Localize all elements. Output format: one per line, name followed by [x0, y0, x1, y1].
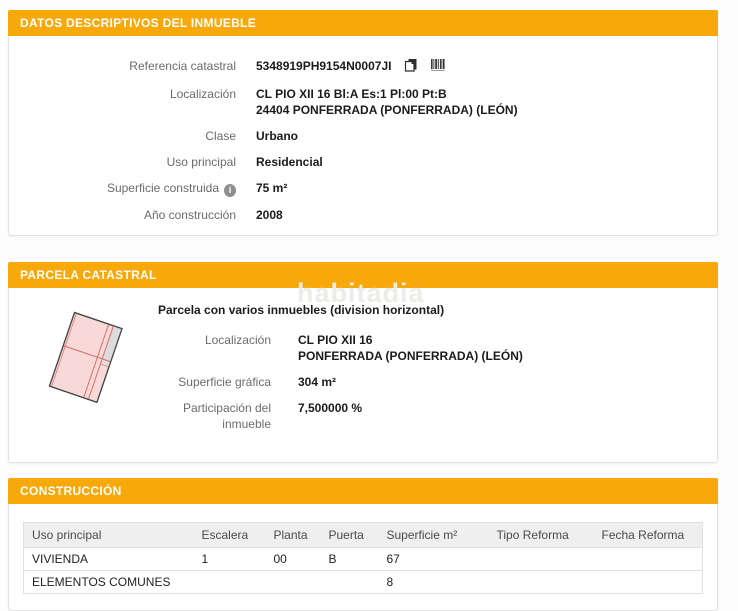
field-row-clase: Clase Urbano — [9, 128, 717, 144]
col-puerta: Puerta — [320, 522, 379, 548]
field-row-superficie: Superficie construida i 75 m² — [9, 180, 717, 197]
section-title-datos: DATOS DESCRIPTIVOS DEL INMUEBLE — [8, 10, 718, 36]
localizacion-value: CL PIO XII 16 Bl:A Es:1 Pl:00 Pt:B 24404… — [256, 86, 518, 118]
parcela-localizacion-line2: PONFERRADA (PONFERRADA) (LEÓN) — [298, 349, 523, 363]
col-superficie: Superficie m² — [378, 522, 489, 548]
col-uso-principal: Uso principal — [23, 522, 194, 548]
section-construccion: CONSTRUCCIÓN Uso principal Escalera Plan… — [8, 478, 718, 611]
cell-escalera — [193, 570, 266, 594]
section-parcela-catastral: habitadia PARCELA CATASTRAL Parcela con … — [8, 262, 718, 463]
parcela-localizacion-value: CL PIO XII 16 PONFERRADA (PONFERRADA) (L… — [298, 332, 523, 364]
superficie-grafica-label: Superficie gráfica — [178, 375, 271, 389]
cell-superficie: 8 — [378, 570, 489, 594]
table-row: VIVIENDA 1 00 B 67 — [23, 547, 703, 571]
cell-escalera: 1 — [193, 547, 266, 571]
construccion-table: Uso principal Escalera Planta Puerta Sup… — [23, 522, 703, 594]
field-row-superficie-grafica: Superficie gráfica 304 m² — [158, 374, 717, 390]
col-fecha-reforma: Fecha Reforma — [593, 522, 703, 548]
anio-label: Año construcción — [143, 208, 236, 222]
cell-tipo-reforma — [488, 570, 594, 594]
cell-puerta — [320, 570, 379, 594]
cell-planta: 00 — [265, 547, 321, 571]
section-title-construccion: CONSTRUCCIÓN — [8, 478, 718, 504]
col-planta: Planta — [265, 522, 321, 548]
anio-value: 2008 — [256, 208, 283, 222]
clase-value: Urbano — [256, 129, 298, 143]
info-icon[interactable]: i — [224, 184, 236, 197]
uso-value: Residencial — [256, 155, 323, 169]
table-row: ELEMENTOS COMUNES 8 — [23, 570, 703, 594]
col-escalera: Escalera — [193, 522, 266, 548]
superficie-value: 75 m² — [256, 181, 288, 195]
field-row-anio: Año construcción 2008 — [9, 207, 717, 223]
cell-superficie: 67 — [378, 547, 489, 571]
section-body-parcela: Parcela con varios inmuebles (division h… — [8, 288, 718, 463]
cell-uso: ELEMENTOS COMUNES — [23, 570, 194, 594]
participacion-value: 7,500000 % — [298, 401, 363, 415]
col-tipo-reforma: Tipo Reforma — [488, 522, 594, 548]
superficie-grafica-value: 304 m² — [298, 375, 337, 389]
barcode-icon[interactable] — [430, 58, 446, 76]
superficie-label: Superficie construida — [106, 181, 219, 195]
cell-uso: VIVIENDA — [23, 547, 194, 571]
parcela-localizacion-line1: CL PIO XII 16 — [298, 333, 373, 347]
field-row-localizacion: Localización CL PIO XII 16 Bl:A Es:1 Pl:… — [9, 86, 717, 118]
participacion-label: Participación del inmueble — [182, 401, 271, 431]
parcel-map-column — [9, 302, 158, 442]
localizacion-line2: 24404 PONFERRADA (PONFERRADA) (LEÓN) — [256, 103, 518, 117]
field-row-participacion: Participación del inmueble 7,500000 % — [158, 400, 717, 432]
localizacion-line1: CL PIO XII 16 Bl:A Es:1 Pl:00 Pt:B — [256, 87, 447, 101]
copy-icon[interactable] — [404, 58, 418, 76]
cell-puerta: B — [320, 547, 379, 571]
field-row-referencia: Referencia catastral 5348919PH9154N0007J… — [9, 58, 717, 76]
uso-label: Uso principal — [166, 155, 236, 169]
referencia-value: 5348919PH9154N0007JI — [256, 59, 392, 73]
clase-label: Clase — [205, 129, 236, 143]
referencia-value-wrap: 5348919PH9154N0007JI — [256, 58, 446, 76]
localizacion-label: Localización — [169, 87, 236, 101]
cell-tipo-reforma — [488, 547, 594, 571]
parcel-map-image — [48, 311, 123, 404]
parcela-descripcion: Parcela con varios inmuebles (division h… — [158, 303, 445, 317]
parcela-localizacion-label: Localización — [204, 333, 271, 347]
section-body-construccion: Uso principal Escalera Planta Puerta Sup… — [8, 504, 718, 611]
table-header-row: Uso principal Escalera Planta Puerta Sup… — [23, 522, 703, 548]
field-row-uso: Uso principal Residencial — [9, 154, 717, 170]
cell-fecha-reforma — [593, 547, 703, 571]
cell-fecha-reforma — [593, 570, 703, 594]
section-body-datos: Referencia catastral 5348919PH9154N0007J… — [8, 36, 718, 236]
field-row-parcela-localizacion: Localización CL PIO XII 16 PONFERRADA (P… — [158, 332, 717, 364]
section-title-parcela: PARCELA CATASTRAL — [8, 262, 718, 288]
superficie-label-wrap: Superficie construida i — [9, 180, 236, 197]
referencia-label: Referencia catastral — [129, 59, 236, 73]
parcela-details: Parcela con varios inmuebles (division h… — [158, 302, 717, 442]
cell-planta — [265, 570, 321, 594]
section-datos-descriptivos: DATOS DESCRIPTIVOS DEL INMUEBLE Referenc… — [8, 10, 718, 236]
